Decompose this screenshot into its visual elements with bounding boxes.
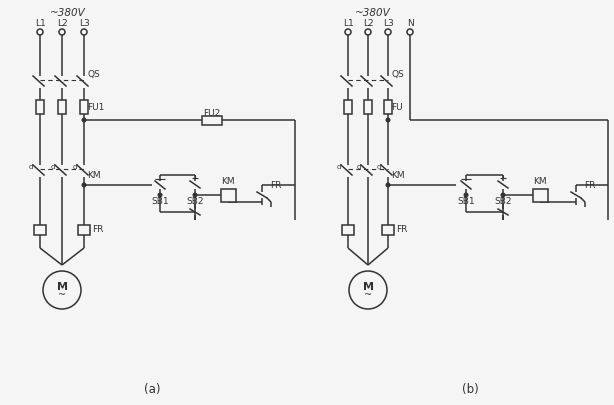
Circle shape bbox=[193, 193, 197, 197]
Bar bbox=[58, 100, 66, 114]
Text: d: d bbox=[73, 164, 77, 170]
Text: FU2: FU2 bbox=[203, 109, 220, 117]
Text: SB2: SB2 bbox=[494, 197, 511, 206]
Text: ~380V: ~380V bbox=[50, 8, 86, 18]
Text: KM: KM bbox=[391, 171, 405, 179]
Text: KM: KM bbox=[87, 171, 101, 179]
Bar bbox=[202, 115, 222, 124]
Circle shape bbox=[43, 271, 81, 309]
Text: M: M bbox=[362, 282, 373, 292]
Circle shape bbox=[81, 29, 87, 35]
Circle shape bbox=[82, 183, 86, 187]
Circle shape bbox=[385, 29, 391, 35]
Text: SB1: SB1 bbox=[151, 197, 169, 206]
Circle shape bbox=[386, 183, 390, 187]
Text: d: d bbox=[357, 164, 361, 170]
Bar bbox=[384, 100, 392, 114]
Bar bbox=[364, 100, 372, 114]
Text: L3: L3 bbox=[383, 19, 394, 28]
Text: (b): (b) bbox=[462, 384, 478, 396]
Bar bbox=[342, 225, 354, 235]
Text: L2: L2 bbox=[56, 19, 68, 28]
Text: KM: KM bbox=[221, 177, 235, 186]
Text: d: d bbox=[337, 164, 341, 170]
Text: (a): (a) bbox=[144, 384, 160, 396]
Text: FR: FR bbox=[396, 226, 407, 234]
Text: L3: L3 bbox=[79, 19, 90, 28]
Bar bbox=[382, 225, 394, 235]
Bar bbox=[80, 100, 88, 114]
Text: d: d bbox=[51, 164, 55, 170]
Bar bbox=[344, 100, 352, 114]
Circle shape bbox=[349, 271, 387, 309]
Text: L2: L2 bbox=[363, 19, 373, 28]
Circle shape bbox=[37, 29, 43, 35]
Text: d: d bbox=[377, 164, 381, 170]
Text: FU1: FU1 bbox=[87, 102, 104, 111]
Circle shape bbox=[464, 193, 468, 197]
Text: FR: FR bbox=[270, 181, 281, 190]
Text: QS: QS bbox=[87, 70, 99, 79]
Text: FR: FR bbox=[584, 181, 596, 190]
Text: FR: FR bbox=[92, 226, 103, 234]
Text: L1: L1 bbox=[34, 19, 45, 28]
Text: QS: QS bbox=[391, 70, 404, 79]
Text: SB2: SB2 bbox=[186, 197, 204, 206]
Circle shape bbox=[386, 118, 390, 122]
Circle shape bbox=[158, 193, 162, 197]
Text: M: M bbox=[56, 282, 68, 292]
Bar bbox=[78, 225, 90, 235]
Bar bbox=[532, 188, 548, 202]
Circle shape bbox=[82, 118, 86, 122]
Text: L1: L1 bbox=[343, 19, 354, 28]
Text: N: N bbox=[406, 19, 413, 28]
Text: KM: KM bbox=[533, 177, 547, 186]
Circle shape bbox=[365, 29, 371, 35]
Text: ~: ~ bbox=[58, 290, 66, 300]
Circle shape bbox=[407, 29, 413, 35]
Text: ~: ~ bbox=[364, 290, 372, 300]
Bar bbox=[34, 225, 46, 235]
Circle shape bbox=[345, 29, 351, 35]
Circle shape bbox=[59, 29, 65, 35]
Bar bbox=[36, 100, 44, 114]
Text: SB1: SB1 bbox=[457, 197, 475, 206]
Circle shape bbox=[501, 193, 505, 197]
Bar bbox=[220, 188, 236, 202]
Text: d: d bbox=[29, 164, 33, 170]
Text: FU: FU bbox=[391, 102, 403, 111]
Text: ~380V: ~380V bbox=[355, 8, 391, 18]
